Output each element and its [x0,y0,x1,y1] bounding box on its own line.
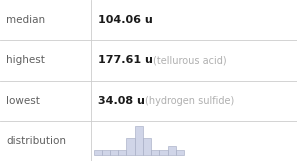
Bar [102,150,110,155]
Text: 104.06 u: 104.06 u [98,15,153,25]
Bar [168,146,176,155]
Bar [143,138,151,155]
Bar [135,126,143,155]
Bar [110,150,118,155]
Text: (hydrogen sulfide): (hydrogen sulfide) [145,96,234,106]
Text: distribution: distribution [6,136,66,146]
Text: 34.08 u: 34.08 u [98,96,145,106]
Bar [151,150,159,155]
Text: lowest: lowest [6,96,40,106]
Text: 177.61 u: 177.61 u [98,55,153,65]
Text: highest: highest [6,55,45,65]
Text: median: median [6,15,45,25]
Bar [118,150,126,155]
Bar [94,150,102,155]
Bar [176,150,184,155]
Bar [127,138,135,155]
Text: (tellurous acid): (tellurous acid) [153,55,227,65]
Bar [159,150,168,155]
